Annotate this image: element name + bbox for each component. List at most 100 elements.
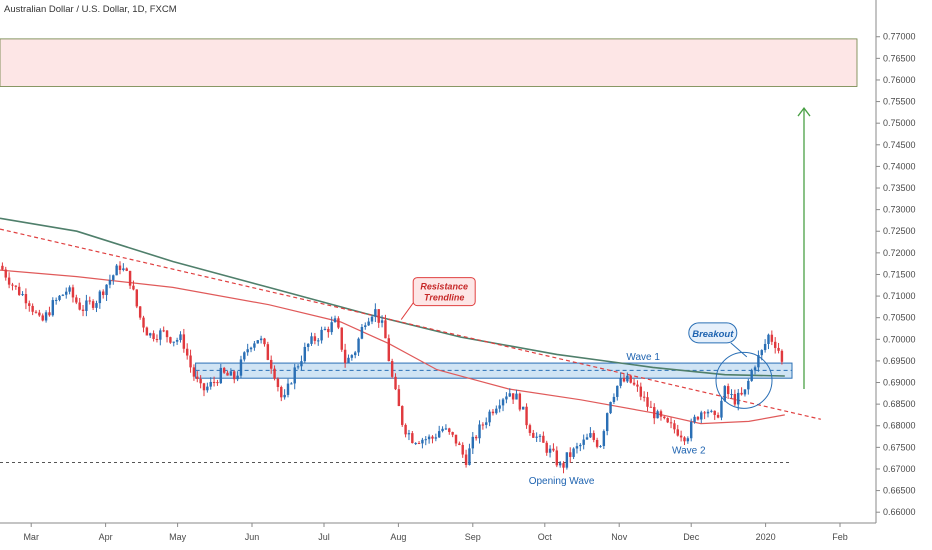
candle-down bbox=[155, 334, 159, 343]
candle-up bbox=[364, 322, 367, 330]
candle-up bbox=[575, 442, 579, 454]
candle-body bbox=[737, 392, 740, 405]
candle-body bbox=[118, 265, 122, 271]
candle-up bbox=[122, 263, 125, 272]
candle-down bbox=[532, 429, 535, 438]
candle-body bbox=[105, 284, 108, 296]
candle-body bbox=[357, 338, 360, 353]
candle-up bbox=[414, 442, 417, 446]
y-axis[interactable]: 0.77000 0.76500 0.76000 0.75500 0.75000 0.745… bbox=[875, 0, 916, 523]
candle-body bbox=[280, 386, 283, 398]
candle-down bbox=[595, 437, 599, 449]
y-tick-label: 0.66000 bbox=[883, 507, 916, 517]
candle-body bbox=[159, 330, 162, 340]
candle-up bbox=[468, 443, 471, 466]
candle-body bbox=[155, 338, 159, 340]
candle-body bbox=[34, 311, 38, 313]
candle-body bbox=[562, 463, 565, 468]
candle-body bbox=[145, 327, 149, 336]
candle-up bbox=[350, 354, 354, 361]
candle-up bbox=[495, 405, 498, 415]
candle-body bbox=[565, 452, 569, 468]
candle-up bbox=[310, 332, 313, 346]
candle-body bbox=[495, 408, 498, 414]
candle-body bbox=[384, 320, 387, 339]
candle-body bbox=[246, 349, 249, 353]
candle-body bbox=[175, 340, 179, 342]
candle-down bbox=[481, 422, 485, 430]
candle-up bbox=[85, 294, 88, 317]
y-tick-label: 0.67500 bbox=[883, 442, 916, 452]
candle-down bbox=[431, 435, 434, 444]
candle-body bbox=[219, 367, 223, 384]
candle-body bbox=[226, 372, 229, 376]
chart-title: Australian Dollar / U.S. Dollar, 1D, FXC… bbox=[4, 4, 177, 15]
candle-body bbox=[515, 393, 518, 400]
candle-body bbox=[532, 432, 535, 438]
candle-down bbox=[14, 285, 18, 290]
candle-up bbox=[723, 385, 727, 402]
candle-body bbox=[24, 294, 28, 304]
candle-down bbox=[387, 334, 391, 362]
candle-body bbox=[726, 386, 730, 395]
candle-body bbox=[411, 433, 414, 444]
candle-body bbox=[199, 378, 202, 384]
candle-body bbox=[78, 302, 81, 310]
candle-body bbox=[414, 443, 417, 445]
candle-up bbox=[515, 389, 518, 400]
candle-body bbox=[300, 361, 303, 367]
candle-up bbox=[249, 346, 253, 353]
candle-body bbox=[740, 392, 743, 395]
candle-down bbox=[118, 261, 122, 275]
candle-body bbox=[61, 294, 65, 296]
candle-down bbox=[263, 337, 266, 347]
candle-down bbox=[276, 377, 280, 392]
candle-body bbox=[427, 436, 431, 440]
candle-up bbox=[300, 355, 303, 371]
candle-body bbox=[128, 270, 132, 286]
candle-down bbox=[4, 266, 7, 281]
candle-body bbox=[48, 312, 51, 316]
y-tick-label: 0.67000 bbox=[883, 464, 916, 474]
candle-body bbox=[28, 303, 31, 306]
wave1-label: Wave 1 bbox=[626, 352, 660, 363]
y-tick-label: 0.74500 bbox=[883, 140, 916, 150]
candle-body bbox=[750, 370, 753, 381]
candle-down bbox=[142, 315, 145, 333]
candle-body bbox=[703, 412, 706, 414]
candle-up bbox=[290, 382, 293, 385]
y-tick-label: 0.75000 bbox=[883, 118, 916, 128]
candle-up bbox=[441, 426, 444, 433]
candle-body bbox=[303, 346, 307, 362]
candle-body bbox=[508, 393, 511, 397]
candle-body bbox=[323, 328, 327, 330]
candle-body bbox=[444, 428, 448, 430]
opening-wave-label: Opening Wave bbox=[529, 476, 595, 487]
candle-body bbox=[229, 371, 233, 376]
candle-body bbox=[276, 378, 280, 387]
candle-up bbox=[478, 420, 481, 444]
candle-body bbox=[340, 327, 343, 350]
candle-up bbox=[347, 354, 350, 364]
x-axis[interactable]: Mar Apr May Jun Jul Aug Sep Oct Nov Dec 2020 Feb bbox=[0, 522, 876, 542]
candle-down bbox=[266, 341, 270, 361]
candle-body bbox=[424, 439, 427, 441]
candle-body bbox=[112, 275, 115, 280]
candle-body bbox=[481, 424, 485, 426]
candle-down bbox=[397, 384, 401, 407]
candle-down bbox=[663, 416, 666, 420]
y-tick-label: 0.69500 bbox=[883, 356, 916, 366]
candle-up bbox=[609, 401, 612, 415]
candle-up bbox=[437, 425, 441, 438]
candle-body bbox=[189, 355, 192, 368]
candle-down bbox=[666, 417, 669, 424]
candle-up bbox=[730, 389, 733, 399]
candle-down bbox=[71, 284, 75, 303]
candle-body bbox=[71, 287, 75, 298]
candle-down bbox=[491, 408, 495, 416]
candle-down bbox=[458, 441, 461, 446]
candle-down bbox=[313, 332, 317, 345]
candle-up bbox=[521, 406, 525, 410]
candle-up bbox=[209, 377, 212, 390]
